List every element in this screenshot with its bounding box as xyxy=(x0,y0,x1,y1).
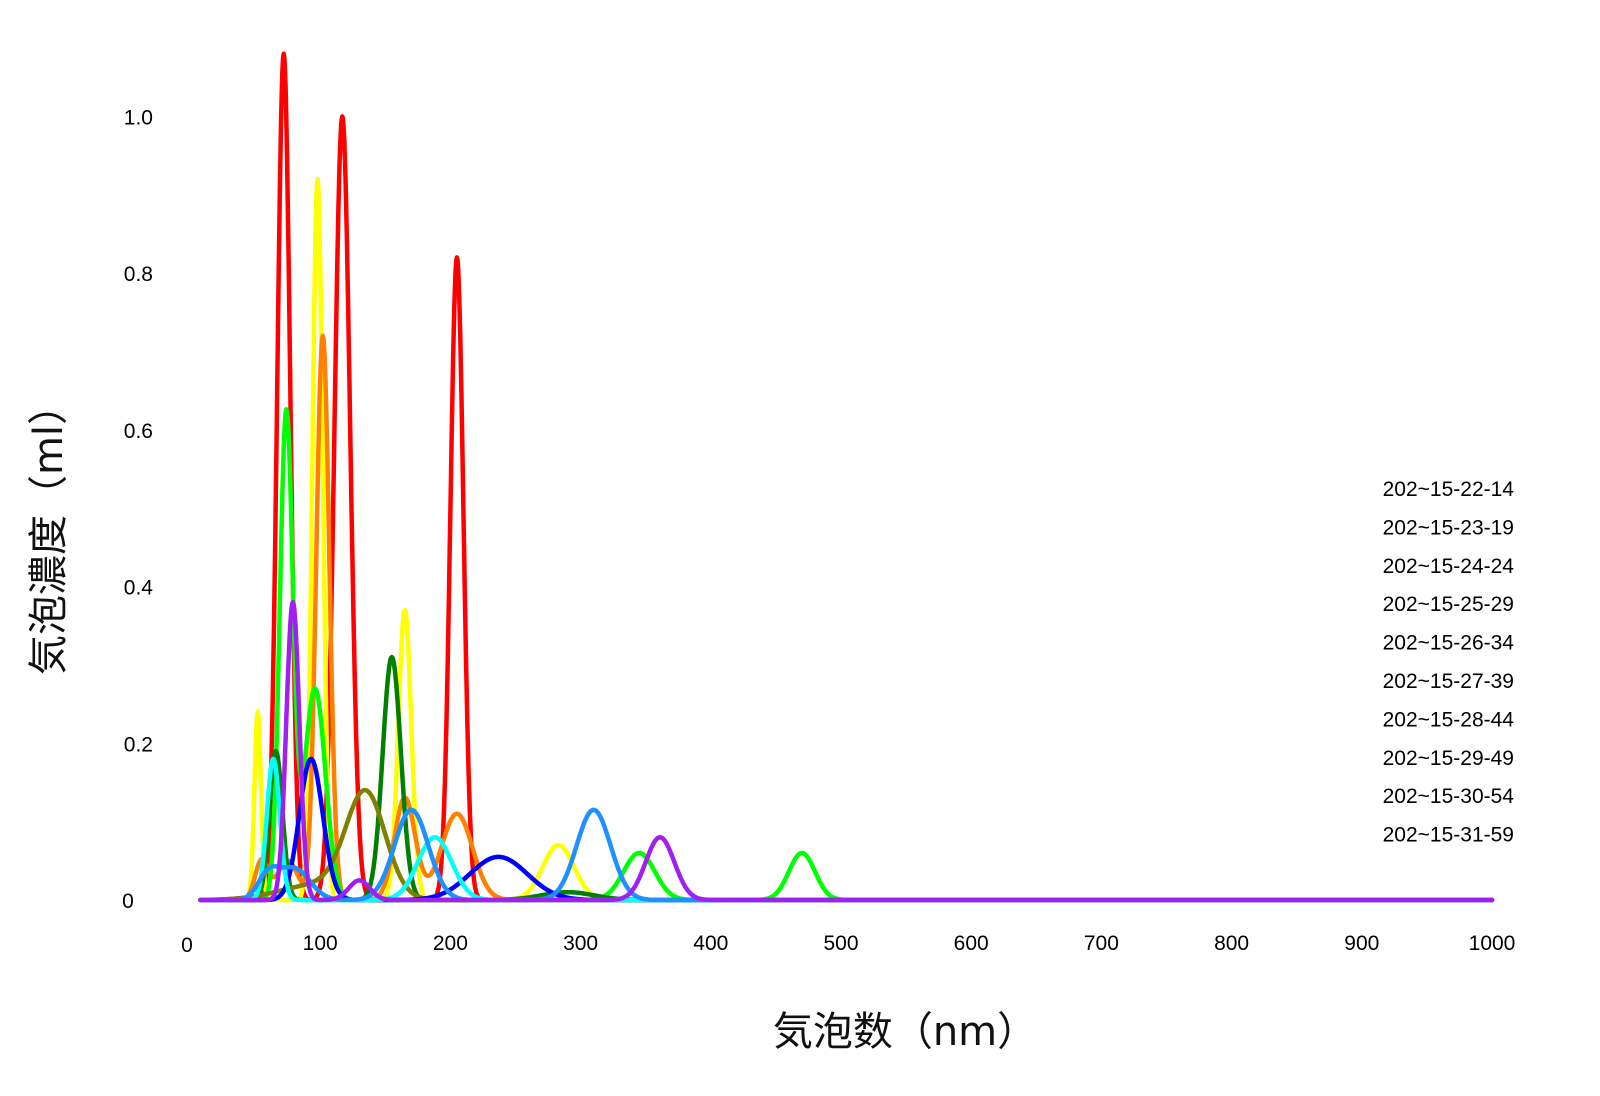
x-tick-label: 900 xyxy=(1344,932,1379,955)
x-tick-label: 0 xyxy=(181,934,193,957)
x-tick-label: 100 xyxy=(303,932,338,955)
x-tick-label: 300 xyxy=(563,932,598,955)
y-axis-label: 気泡濃度（ml） xyxy=(26,385,72,675)
legend-item-1: 202~15-22-14 xyxy=(1383,478,1515,501)
x-axis-label: 気泡数（nm） xyxy=(773,1009,1037,1055)
y-tick-label: 0.6 xyxy=(124,420,153,443)
x-axis-ticks: 0 100 200 300 400 500 600 700 800 900 1000 xyxy=(181,932,1515,957)
plot-area xyxy=(198,51,1495,903)
legend-item-3: 202~15-24-24 xyxy=(1383,555,1515,578)
series-line-2 xyxy=(198,176,1495,903)
x-tick-label: 700 xyxy=(1084,932,1119,955)
legend-item-10: 202~15-31-59 xyxy=(1383,824,1514,847)
legend-item-8: 202~15-29-49 xyxy=(1383,747,1514,770)
legend-item-6: 202~15-27-39 xyxy=(1383,670,1514,693)
x-tick-label: 400 xyxy=(693,932,728,955)
x-tick-label: 1000 xyxy=(1469,932,1516,955)
x-tick-label: 600 xyxy=(954,932,989,955)
series-line-10 xyxy=(198,599,1495,903)
y-tick-label: 0.2 xyxy=(124,733,153,756)
x-tick-label: 800 xyxy=(1214,932,1249,955)
y-tick-label: 0 xyxy=(122,890,134,913)
y-tick-label: 0.4 xyxy=(124,577,154,600)
x-tick-label: 500 xyxy=(823,932,858,955)
legend-item-9: 202~15-30-54 xyxy=(1383,785,1515,808)
legend: 202~15-22-14 202~15-23-19 202~15-24-24 202~… xyxy=(1383,478,1515,847)
series-line-1 xyxy=(198,51,1495,903)
y-tick-label: 0.8 xyxy=(124,263,153,286)
legend-item-5: 202~15-26-34 xyxy=(1383,632,1515,655)
legend-item-7: 202~15-28-44 xyxy=(1383,708,1515,731)
legend-item-4: 202~15-25-29 xyxy=(1383,593,1514,616)
y-axis-ticks: 0 0.2 0.4 0.6 0.8 1.0 xyxy=(122,106,153,913)
y-tick-label: 1.0 xyxy=(124,106,153,129)
x-tick-label: 200 xyxy=(433,932,468,955)
legend-item-2: 202~15-23-19 xyxy=(1383,516,1514,539)
